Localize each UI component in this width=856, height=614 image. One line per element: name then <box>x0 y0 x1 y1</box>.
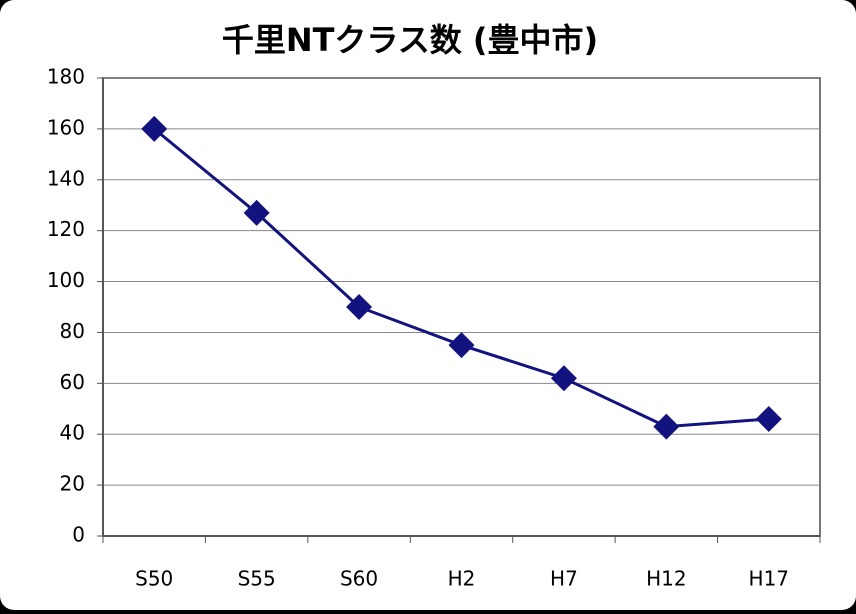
y-tick-label: 80 <box>60 319 85 343</box>
marker <box>141 115 168 142</box>
x-tick-label: H2 <box>448 567 476 591</box>
marker <box>755 405 782 432</box>
marker <box>448 332 475 359</box>
x-tick-label: S60 <box>340 567 378 591</box>
marker <box>346 294 373 320</box>
x-tick-label: H12 <box>646 567 687 591</box>
x-tick-label: S50 <box>135 567 173 591</box>
y-tick-label: 120 <box>47 217 85 241</box>
y-tick-label: 20 <box>60 472 85 496</box>
y-tick-label: 160 <box>47 115 85 139</box>
marker <box>653 413 680 440</box>
chart-title: 千里NTクラス数 (豊中市) <box>222 21 598 59</box>
marker <box>243 199 270 226</box>
x-tick-label: S55 <box>238 567 276 591</box>
y-tick-label: 0 <box>72 523 85 547</box>
x-tick-label: H17 <box>749 567 790 591</box>
y-tick-label: 180 <box>47 65 85 89</box>
y-tick-label: 140 <box>47 166 85 190</box>
y-tick-label: 60 <box>60 370 85 394</box>
plot-area <box>102 77 821 537</box>
y-tick-label: 40 <box>60 421 85 445</box>
y-tick-label: 100 <box>47 268 85 292</box>
x-tick-label: H7 <box>550 567 578 591</box>
marker <box>550 365 577 392</box>
